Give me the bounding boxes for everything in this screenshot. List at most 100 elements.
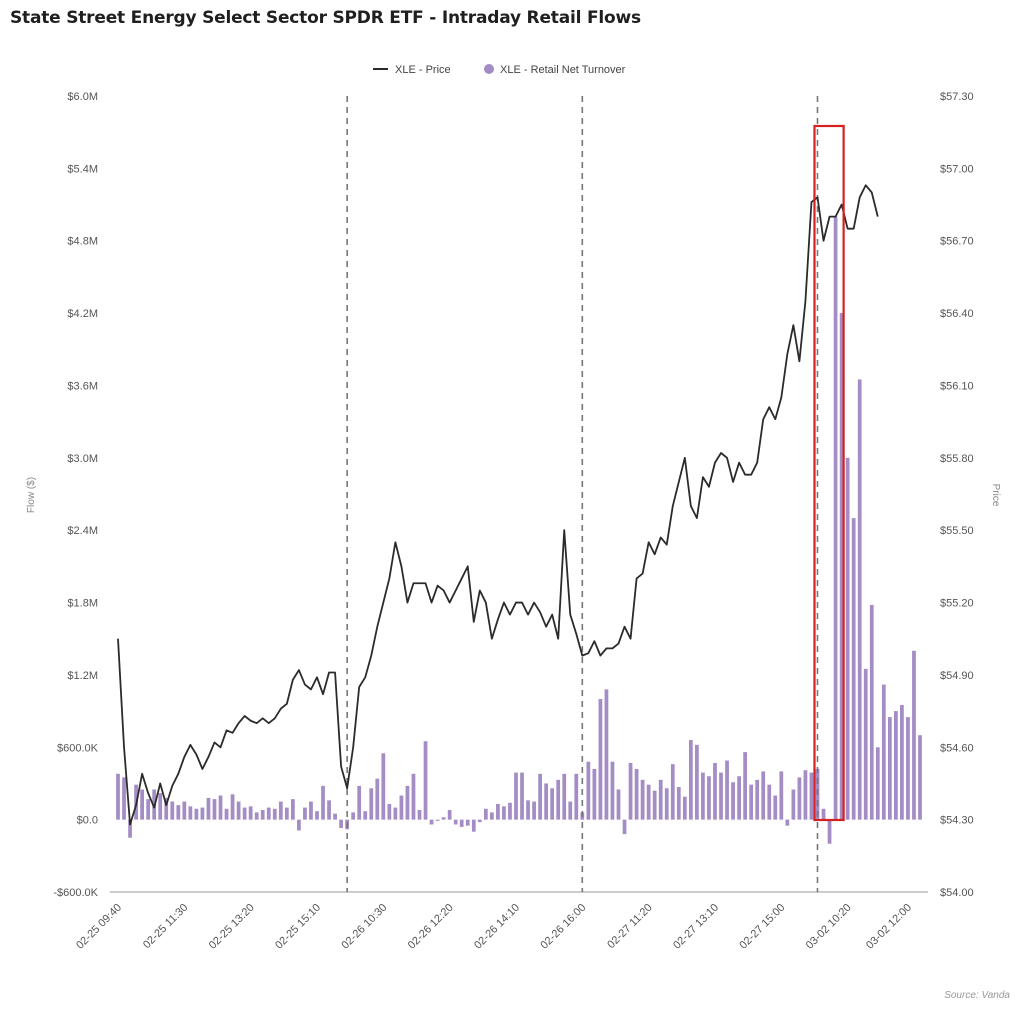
flow-bar bbox=[797, 777, 802, 820]
flow-bar bbox=[284, 807, 289, 820]
x-tick-label: 02-27 11:20 bbox=[605, 902, 654, 951]
flow-bar bbox=[538, 773, 542, 820]
flow-bar bbox=[236, 801, 241, 820]
legend-turnover-label: XLE - Retail Net Turnover bbox=[500, 64, 626, 76]
flow-bar bbox=[598, 699, 603, 820]
x-tick-label: 02-27 13:10 bbox=[671, 902, 721, 952]
flow-bar bbox=[592, 768, 597, 820]
flow-bar bbox=[713, 762, 717, 820]
flow-bar bbox=[248, 806, 253, 820]
left-tick-label: $4.2M bbox=[67, 308, 98, 320]
flow-bar bbox=[544, 783, 549, 820]
flow-bar bbox=[490, 812, 494, 820]
right-tick-label: $54.30 bbox=[940, 815, 974, 827]
flow-bar bbox=[881, 684, 886, 820]
flow-bar bbox=[676, 787, 681, 820]
left-tick-label: $600.0K bbox=[57, 742, 99, 754]
flow-bar bbox=[894, 711, 898, 820]
flow-bar bbox=[122, 777, 126, 820]
flow-bar bbox=[266, 807, 271, 820]
flow-bar bbox=[652, 790, 657, 820]
flow-bar bbox=[737, 776, 741, 820]
flow-bar bbox=[471, 819, 476, 832]
flow-bar bbox=[833, 216, 838, 820]
flow-bar bbox=[646, 784, 651, 820]
flow-bar bbox=[297, 819, 301, 831]
flow-bar bbox=[622, 819, 627, 835]
left-tick-label: $1.8M bbox=[67, 598, 98, 610]
flow-bar bbox=[218, 795, 223, 820]
left-tick-label: $6.0M bbox=[67, 91, 98, 103]
legend-price-label: XLE - Price bbox=[395, 64, 451, 76]
flow-bar bbox=[194, 808, 199, 820]
flow-bar bbox=[387, 803, 392, 820]
x-tick-label: 02-26 16:00 bbox=[538, 902, 588, 952]
right-axis: $54.00 $54.30 $54.60 $54.90 $55.20 $55.50 $55.… bbox=[940, 91, 974, 899]
flow-bar bbox=[206, 797, 211, 820]
right-tick-label: $56.70 bbox=[940, 236, 974, 248]
left-axis: -$600.0K $0.0 $600.0K $1.2M $1.8M $2.4M $3.0M $… bbox=[53, 91, 98, 899]
right-tick-label: $55.50 bbox=[940, 525, 974, 537]
flow-bar bbox=[845, 457, 850, 820]
legend: XLE - Price XLE - Retail Net Turnover bbox=[373, 64, 626, 76]
highlight-box bbox=[813, 124, 845, 822]
flow-bar bbox=[146, 799, 151, 820]
price-line bbox=[117, 184, 879, 826]
flow-bar bbox=[767, 784, 772, 820]
flow-bar bbox=[887, 717, 892, 820]
flow-bar bbox=[514, 772, 518, 820]
left-tick-label: $2.4M bbox=[67, 525, 98, 537]
source-note: Source: Vanda bbox=[944, 990, 1010, 1001]
flow-bar bbox=[695, 744, 699, 820]
flow-bar bbox=[701, 772, 705, 820]
flow-bar bbox=[429, 819, 434, 825]
flow-bar bbox=[707, 776, 711, 820]
flow-bar bbox=[375, 778, 380, 820]
flow-bar bbox=[912, 650, 916, 820]
flow-bar bbox=[526, 800, 530, 820]
flow-bar bbox=[863, 668, 868, 820]
flow-bar bbox=[200, 807, 205, 820]
flow-bar bbox=[447, 809, 452, 820]
right-tick-label: $55.80 bbox=[940, 453, 974, 465]
flow-bar bbox=[502, 806, 506, 820]
flow-bar bbox=[574, 773, 579, 820]
flow-bar bbox=[140, 789, 144, 820]
left-tick-label: $0.0 bbox=[77, 815, 98, 827]
flow-bar bbox=[900, 705, 904, 820]
legend-turnover-swatch bbox=[484, 64, 494, 74]
flow-bar bbox=[851, 518, 856, 820]
flow-bar bbox=[664, 788, 669, 820]
right-tick-label: $54.00 bbox=[940, 887, 974, 899]
right-tick-label: $57.00 bbox=[940, 163, 974, 175]
flow-bar bbox=[610, 761, 615, 820]
flow-bar bbox=[411, 773, 416, 820]
flow-bar bbox=[749, 784, 754, 820]
flow-bar bbox=[550, 788, 555, 820]
flow-bar bbox=[562, 773, 567, 820]
day-separators bbox=[346, 96, 819, 892]
flow-bar bbox=[839, 313, 844, 820]
flow-bar bbox=[182, 801, 187, 820]
flow-bar bbox=[586, 761, 591, 820]
flow-bar bbox=[857, 379, 862, 820]
flow-bar bbox=[743, 752, 747, 820]
flow-bar bbox=[399, 795, 404, 820]
flow-bar bbox=[309, 801, 313, 820]
flow-bar bbox=[351, 812, 356, 820]
flow-bar bbox=[369, 788, 374, 820]
flow-bar bbox=[363, 811, 368, 820]
left-tick-label: $3.0M bbox=[67, 453, 98, 465]
flow-bar bbox=[791, 789, 796, 820]
left-axis-title: Flow ($) bbox=[26, 477, 37, 513]
flow-bar bbox=[628, 762, 633, 820]
x-tick-label: 02-25 11:30 bbox=[141, 902, 190, 951]
flow-bar bbox=[869, 604, 874, 820]
flow-bar bbox=[688, 740, 693, 820]
flow-bar bbox=[212, 799, 217, 820]
left-tick-label: $1.2M bbox=[67, 670, 98, 682]
flow-bar bbox=[785, 819, 790, 826]
x-tick-label: 02-26 10:30 bbox=[339, 902, 389, 952]
x-tick-label: 02-25 13:20 bbox=[207, 902, 257, 952]
flow-bar bbox=[116, 773, 120, 820]
